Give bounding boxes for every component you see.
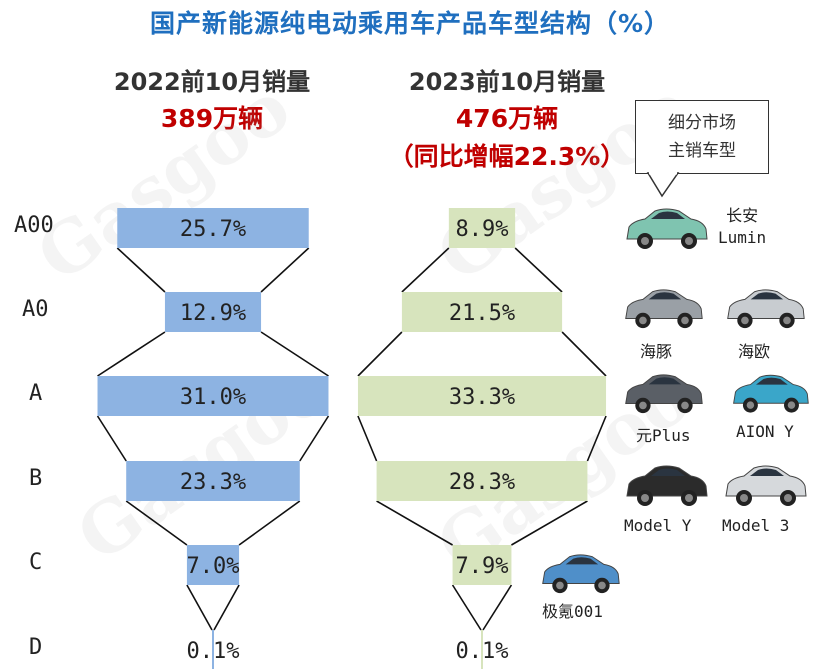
chart-title: 国产新能源纯电动乘用车产品车型结构（%） (149, 9, 671, 38)
bar-a0 (401, 292, 563, 332)
callout-box: 细分市场 主销车型 (635, 100, 769, 174)
bar-b (376, 461, 588, 501)
value-label: 8.9% (456, 217, 509, 242)
funnel-connector (299, 415, 330, 462)
value-label: 28.3% (449, 470, 515, 495)
car-label: 海豚 (640, 342, 673, 361)
funnel-connector (561, 331, 607, 377)
bar-c (186, 545, 240, 585)
segment-label: B (29, 466, 43, 491)
car-label: 长安 Lumin (718, 206, 767, 247)
funnel-connector (186, 584, 213, 631)
funnel-connector (357, 415, 378, 462)
car-modely-icon (620, 460, 712, 514)
value-label: 12.9% (180, 301, 246, 326)
value-label: 23.3% (180, 470, 246, 495)
callout-line1: 细分市场 (668, 113, 736, 133)
segment-label: C (29, 550, 43, 575)
car-aiony-icon (728, 368, 812, 422)
segment-label: A00 (14, 213, 54, 238)
value-label: 7.9% (456, 554, 509, 579)
callout-line2: 主销车型 (668, 141, 736, 161)
funnel-connector (238, 500, 301, 546)
panel-2022-total: 389万辆 (160, 104, 264, 133)
car-seagull-icon (722, 283, 808, 337)
funnel-connector (586, 415, 607, 462)
funnel-connector (514, 247, 563, 293)
car-label: Model 3 (722, 516, 790, 535)
funnel-connector (376, 500, 453, 546)
funnel-connector (357, 331, 403, 377)
car-label: 极氪001 (542, 602, 603, 621)
car-model3-icon (720, 460, 810, 514)
funnel-connector (125, 500, 188, 546)
segment-label: A (29, 381, 43, 406)
bar-a (357, 376, 607, 416)
panel-2022-header: 2022前10月销量 389万辆 (72, 62, 352, 135)
funnel-connector (96, 415, 127, 462)
bar-c (452, 545, 512, 585)
car-lumin-icon (620, 203, 712, 257)
bar-d (481, 630, 483, 669)
funnel-connector (511, 500, 588, 546)
bar-a0 (164, 292, 262, 332)
value-label: 31.0% (180, 385, 246, 410)
value-label: 7.0% (187, 554, 240, 579)
funnel-connector (451, 584, 482, 631)
value-label: 0.1% (456, 639, 509, 664)
panel-2022-label: 2022前10月销量 (113, 68, 311, 96)
car-yuanplus-icon (620, 368, 706, 422)
value-label: 33.3% (449, 385, 515, 410)
car-label: AION Y (736, 422, 794, 441)
value-label: 25.7% (180, 217, 246, 242)
funnel-connector (482, 584, 513, 631)
bar-a00 (117, 208, 309, 248)
funnel-connector (213, 584, 240, 631)
funnel-connector (97, 331, 166, 377)
segment-label: A0 (22, 297, 49, 322)
funnel-connector (260, 247, 310, 293)
panel-2023-header: 2023前10月销量 476万辆 （同比增幅22.3%） (342, 62, 672, 173)
car-dolphin-icon (620, 283, 706, 337)
bar-b (126, 461, 300, 501)
funnel-connector (116, 247, 166, 293)
value-label: 21.5% (449, 301, 515, 326)
car-zeekr001-icon (537, 548, 623, 602)
car-label: Model Y (624, 516, 692, 535)
funnel-connector (260, 331, 329, 377)
funnel-connector (401, 247, 450, 293)
car-label: 元Plus (636, 426, 691, 445)
value-label: 0.1% (187, 639, 240, 664)
bar-a (97, 376, 329, 416)
bar-d (212, 630, 214, 669)
panel-2023-total: 476万辆 (455, 104, 559, 133)
panel-2023-label: 2023前10月销量 (408, 68, 606, 96)
car-label: 海欧 (738, 342, 771, 361)
panel-2023-growth: （同比增幅22.3%） (388, 142, 626, 171)
bar-a00 (448, 208, 516, 248)
segment-label: D (29, 635, 43, 660)
